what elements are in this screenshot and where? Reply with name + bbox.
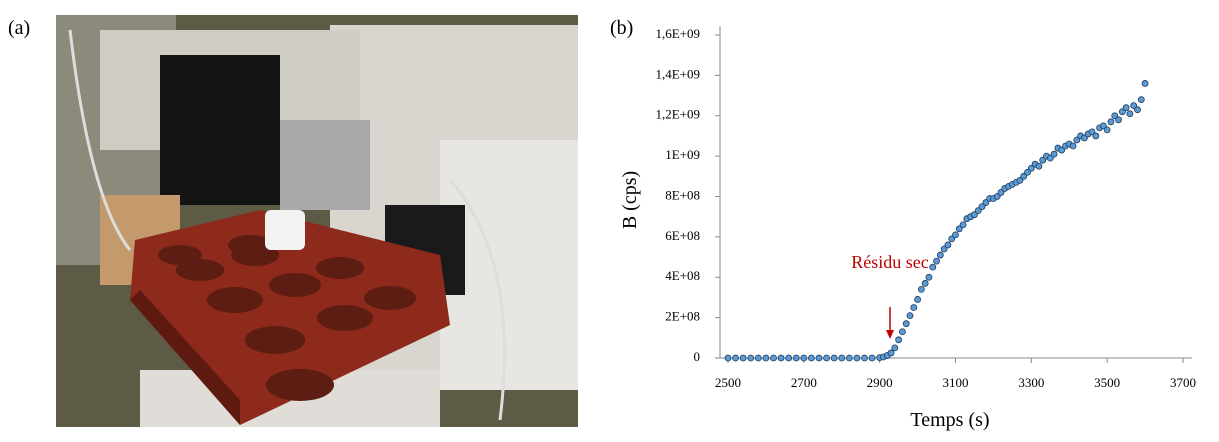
point — [997, 189, 1005, 196]
point — [1134, 106, 1141, 114]
point — [754, 354, 762, 362]
point — [1115, 116, 1122, 124]
point — [1020, 172, 1028, 180]
point — [1107, 118, 1115, 126]
point — [845, 354, 853, 362]
point — [899, 328, 906, 336]
point — [993, 193, 1001, 200]
y-tick-label: 1E+09 — [665, 147, 700, 162]
x-tick-label: 2700 — [791, 375, 817, 390]
point — [1039, 156, 1047, 164]
point — [978, 203, 986, 210]
y-tick-label: 2E+08 — [665, 309, 700, 324]
point — [1092, 132, 1100, 140]
y-tick-label: 1,2E+09 — [655, 107, 700, 122]
point — [815, 354, 823, 362]
point — [955, 225, 963, 233]
point — [982, 199, 990, 206]
point — [1099, 122, 1107, 130]
point — [936, 251, 944, 259]
point — [1130, 102, 1138, 110]
point — [948, 235, 956, 243]
point — [1118, 108, 1126, 116]
point — [770, 354, 777, 362]
photo — [56, 15, 578, 427]
annotation-arrowhead — [886, 330, 894, 339]
point — [1050, 150, 1058, 158]
point — [792, 354, 800, 362]
point — [933, 257, 940, 265]
point — [925, 273, 933, 281]
point — [1046, 154, 1054, 162]
point — [974, 207, 982, 215]
point — [800, 354, 808, 362]
point — [952, 231, 959, 239]
point — [1088, 128, 1096, 136]
point — [1027, 164, 1035, 172]
y-tick-label: 1,4E+09 — [655, 66, 700, 81]
point — [1103, 126, 1111, 134]
point — [910, 304, 918, 311]
point — [1024, 168, 1031, 176]
point — [762, 354, 770, 362]
point — [739, 354, 747, 362]
annotation: Résidu sec — [851, 252, 928, 272]
panel-label: (b) — [610, 17, 633, 39]
point — [1058, 146, 1066, 154]
x-tick-label: 3500 — [1094, 375, 1120, 390]
point — [853, 354, 861, 362]
point — [902, 320, 910, 328]
point — [1073, 136, 1081, 144]
point — [917, 285, 925, 293]
point — [1111, 112, 1119, 120]
x-tick-label: 3700 — [1170, 375, 1196, 390]
point — [891, 344, 899, 352]
point — [1122, 104, 1130, 112]
point — [895, 336, 903, 344]
point — [785, 354, 793, 362]
point — [830, 354, 838, 362]
x-tick-label: 2900 — [867, 375, 893, 390]
point — [929, 263, 937, 271]
point — [724, 354, 732, 362]
x-tick-label: 3300 — [1018, 375, 1044, 390]
point — [861, 354, 868, 362]
point — [732, 354, 739, 362]
x-axis-title: Temps (s) — [910, 409, 989, 431]
y-tick-label: 1,6E+09 — [655, 26, 700, 41]
y-axis-title: B (cps) — [619, 171, 641, 229]
point — [906, 312, 914, 320]
y-tick-label: 0 — [694, 349, 701, 364]
point — [747, 354, 755, 362]
point — [777, 354, 785, 362]
point — [868, 354, 876, 362]
point — [838, 354, 846, 362]
y-tick-label: 4E+08 — [665, 268, 700, 283]
point — [959, 221, 967, 229]
point — [914, 296, 921, 303]
y-tick-label: 6E+08 — [665, 228, 700, 243]
point — [940, 245, 948, 253]
y-tick-label: 8E+08 — [665, 187, 700, 202]
point — [887, 349, 895, 357]
point — [1016, 176, 1024, 184]
point — [1141, 80, 1149, 87]
point — [1126, 110, 1134, 118]
point — [808, 354, 815, 362]
panel-label: (a) — [8, 17, 30, 39]
point — [1081, 134, 1088, 142]
point — [1069, 142, 1077, 150]
point — [944, 241, 952, 249]
point — [971, 211, 978, 219]
point — [1137, 96, 1145, 103]
point — [921, 279, 929, 287]
x-tick-label: 3100 — [943, 375, 969, 390]
x-tick-label: 2500 — [715, 375, 741, 390]
point — [1035, 162, 1043, 170]
point — [823, 354, 830, 362]
